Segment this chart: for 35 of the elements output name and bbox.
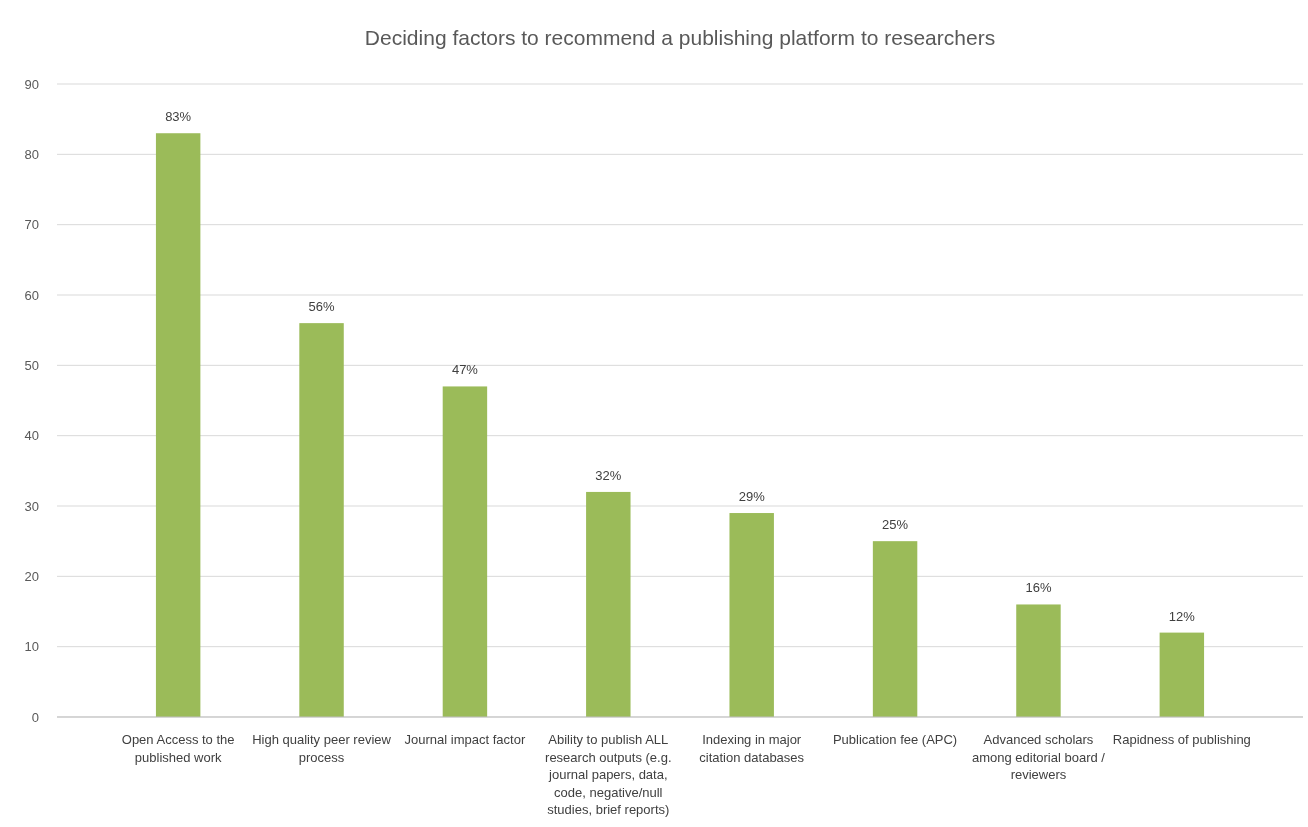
x-tick-label: Advanced scholars among editorial board / reviewers <box>971 732 1106 783</box>
bar <box>155 133 201 717</box>
y-tick-label: 10 <box>24 639 39 655</box>
x-tick-label: Journal impact factor <box>404 732 526 747</box>
bar <box>586 491 631 717</box>
y-tick-label: 20 <box>24 568 39 584</box>
y-tick-label: 60 <box>24 287 39 303</box>
y-tick-label: 40 <box>24 428 39 444</box>
x-tick-label: Indexing in major citation databases <box>699 732 805 765</box>
data-label: 29% <box>738 489 766 505</box>
bar <box>442 386 488 717</box>
x-tick-label: Open Access to the published work <box>121 732 235 765</box>
data-label: 32% <box>595 467 622 483</box>
bar <box>872 541 918 717</box>
chart-title: Deciding factors to recommend a publishing platform to researchers <box>364 26 996 49</box>
x-tick-label: High quality peer review process <box>252 732 392 765</box>
data-label: 16% <box>1025 580 1052 596</box>
x-tick-label: Ability to publish ALL research outputs (e.g. journal papers, data, code, negative/null studies, brief reports) <box>545 732 672 818</box>
data-label: 25% <box>882 517 909 533</box>
data-label: 56% <box>308 299 335 315</box>
bar <box>1159 632 1205 717</box>
y-tick-label: 30 <box>24 498 39 514</box>
data-label: 83% <box>165 109 192 125</box>
y-tick-label: 80 <box>24 146 39 162</box>
bar <box>729 513 774 717</box>
bar <box>1016 604 1061 717</box>
y-tick-label: 50 <box>24 357 39 373</box>
bar <box>299 323 344 717</box>
y-tick-label: 0 <box>31 709 39 725</box>
x-tick-label: Rapidness of publishing <box>1112 732 1251 747</box>
y-tick-label: 90 <box>24 76 39 92</box>
data-label: 47% <box>451 362 479 378</box>
x-tick-label: Publication fee (APC) <box>832 732 958 747</box>
y-tick-label: 70 <box>24 217 39 233</box>
data-label: 12% <box>1168 608 1196 624</box>
